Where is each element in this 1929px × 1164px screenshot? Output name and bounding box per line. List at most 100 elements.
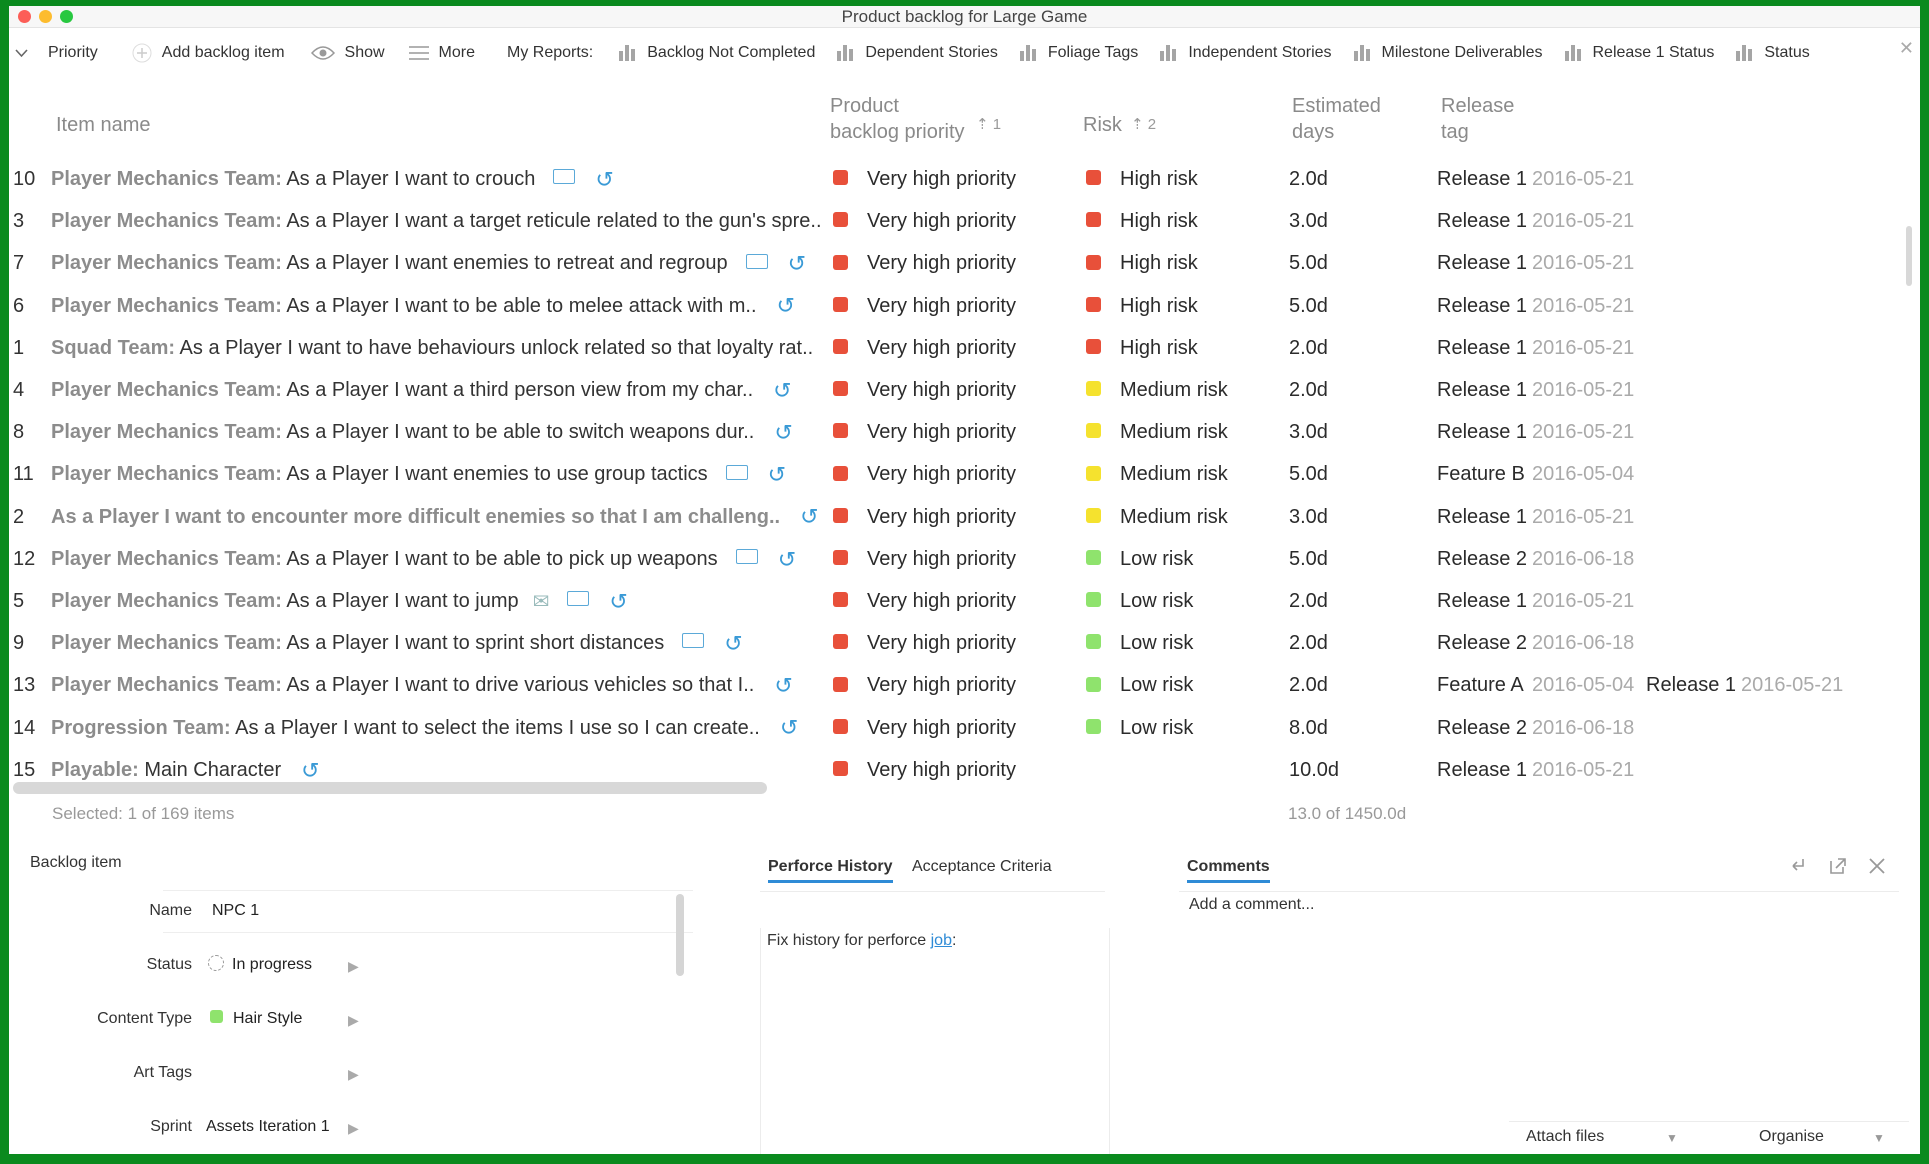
table-row[interactable]: 11 Player Mechanics Team: As a Player I w… xyxy=(9,453,1920,495)
status-arrow-icon[interactable]: ▶ xyxy=(348,958,359,974)
comment-icon[interactable] xyxy=(735,549,758,565)
comment-icon[interactable] xyxy=(745,253,768,269)
row-number: 13 xyxy=(13,674,36,697)
eye-icon xyxy=(310,45,335,61)
link-icon[interactable]: ↺ xyxy=(779,715,799,741)
item-name[interactable]: Player Mechanics Team: As a Player I wan… xyxy=(51,664,821,707)
column-priority-line2[interactable]: backlog priority xyxy=(830,121,965,143)
table-row[interactable]: 7 Player Mechanics Team: As a Player I wa… xyxy=(9,242,1920,284)
link-icon[interactable]: ↺ xyxy=(787,251,807,277)
minimize-window-button[interactable] xyxy=(39,10,52,23)
table-row[interactable]: 8 Player Mechanics Team: As a Player I wa… xyxy=(9,411,1920,453)
report-button[interactable]: Release 1 Status xyxy=(1564,44,1714,62)
column-release-line2[interactable]: tag xyxy=(1441,121,1469,143)
priority-button[interactable]: Priority xyxy=(15,44,98,62)
item-name[interactable]: As a Player I want to encounter more dif… xyxy=(51,496,821,539)
link-icon[interactable]: ↺ xyxy=(777,546,797,572)
popout-icon[interactable] xyxy=(1828,856,1848,882)
item-name[interactable]: Player Mechanics Team: As a Player I wan… xyxy=(51,411,821,454)
comment-icon[interactable] xyxy=(553,169,576,185)
dock-icon[interactable] xyxy=(1789,856,1809,882)
column-estimated-line2[interactable]: days xyxy=(1292,121,1335,143)
table-row[interactable]: 3 Player Mechanics Team: As a Player I wa… xyxy=(9,200,1920,242)
table-row[interactable]: 9 Player Mechanics Team: As a Player I wa… xyxy=(9,622,1920,664)
report-button[interactable]: Foliage Tags xyxy=(1019,44,1138,62)
grid-vertical-scrollbar[interactable] xyxy=(1906,226,1912,286)
link-icon[interactable]: ↺ xyxy=(773,377,792,403)
item-name[interactable]: Player Mechanics Team: As a Player I wan… xyxy=(51,453,821,496)
link-icon[interactable]: ↺ xyxy=(774,419,793,445)
item-name[interactable]: Progression Team: As a Player I want to … xyxy=(51,707,821,750)
attach-files-dropdown[interactable]: Attach files ▼ xyxy=(1526,1128,1678,1146)
table-row[interactable]: 12 Player Mechanics Team: As a Player I w… xyxy=(9,538,1920,580)
close-pane-icon[interactable] xyxy=(1867,856,1887,882)
table-row[interactable]: 13 Player Mechanics Team: As a Player I w… xyxy=(9,664,1920,706)
table-row[interactable]: 2 As a Player I want to encounter more di… xyxy=(9,496,1920,538)
item-name[interactable]: Player Mechanics Team: As a Player I wan… xyxy=(51,369,821,412)
table-row[interactable]: 5 Player Mechanics Team: As a Player I wa… xyxy=(9,580,1920,622)
show-button[interactable]: Show xyxy=(310,44,385,62)
art-tags-arrow-icon[interactable]: ▶ xyxy=(348,1066,359,1082)
report-button[interactable]: Backlog Not Completed xyxy=(619,44,815,62)
comment-icon[interactable] xyxy=(682,633,705,649)
table-row[interactable]: 10 Player Mechanics Team: As a Player I w… xyxy=(9,158,1920,200)
item-name[interactable]: Player Mechanics Team: As a Player I wan… xyxy=(51,285,821,328)
comment-input[interactable]: Add a comment... xyxy=(1189,896,1315,913)
sprint-arrow-icon[interactable]: ▶ xyxy=(348,1120,359,1136)
tab-acceptance-criteria[interactable]: Acceptance Criteria xyxy=(912,858,1052,875)
link-icon[interactable]: ↺ xyxy=(724,630,743,656)
link-icon[interactable]: ↺ xyxy=(609,588,628,614)
link-icon[interactable]: ↺ xyxy=(774,673,793,699)
item-name[interactable]: Player Mechanics Team: As a Player I wan… xyxy=(51,622,821,665)
detail-scrollbar[interactable] xyxy=(676,894,684,976)
job-link[interactable]: job xyxy=(930,932,952,949)
item-name[interactable]: Player Mechanics Team: As a Player I wan… xyxy=(51,158,821,201)
mail-icon[interactable]: ✉ xyxy=(532,590,550,613)
item-name[interactable]: Player Mechanics Team: As a Player I wan… xyxy=(51,200,821,242)
item-name[interactable]: Playable: Main Character ↺ xyxy=(51,749,821,792)
risk-color-icon xyxy=(1086,622,1101,664)
table-row[interactable]: 6 Player Mechanics Team: As a Player I wa… xyxy=(9,285,1920,327)
sprint-field[interactable]: Assets Iteration 1 xyxy=(206,1118,330,1135)
comment-icon[interactable] xyxy=(725,464,748,480)
add-backlog-item-button[interactable]: Add backlog item xyxy=(132,43,285,63)
table-row[interactable]: 1 Squad Team: As a Player I want to have … xyxy=(9,327,1920,369)
tab-perforce-history[interactable]: Perforce History xyxy=(768,858,893,883)
table-row[interactable]: 14 Progression Team: As a Player I want t… xyxy=(9,707,1920,749)
release-tag: Release 1 xyxy=(1437,758,1528,781)
link-icon[interactable]: ↺ xyxy=(767,462,787,488)
column-priority-line1[interactable]: Product xyxy=(830,95,899,117)
link-icon[interactable]: ↺ xyxy=(301,757,320,783)
status-field[interactable]: In progress xyxy=(208,954,312,974)
report-button[interactable]: Status xyxy=(1736,44,1810,62)
table-row[interactable]: 4 Player Mechanics Team: As a Player I wa… xyxy=(9,369,1920,411)
column-item-name[interactable]: Item name xyxy=(56,114,151,136)
zoom-window-button[interactable] xyxy=(60,10,73,23)
content-type-field[interactable]: Hair Style xyxy=(210,1010,302,1028)
column-risk[interactable]: Risk xyxy=(1083,114,1122,136)
item-name[interactable]: Player Mechanics Team: As a Player I wan… xyxy=(51,580,821,623)
organise-dropdown[interactable]: Organise ▼ xyxy=(1759,1128,1885,1146)
table-row[interactable]: 15 Playable: Main Character ↺ Very high pri… xyxy=(9,749,1920,791)
more-button[interactable]: More xyxy=(408,44,475,62)
column-estimated-line1[interactable]: Estimated xyxy=(1292,95,1381,117)
grid-horizontal-scrollbar[interactable] xyxy=(13,782,767,794)
link-icon[interactable]: ↺ xyxy=(776,293,795,319)
comment-icon[interactable] xyxy=(567,591,590,607)
link-icon[interactable]: ↺ xyxy=(595,166,614,192)
report-button[interactable]: Independent Stories xyxy=(1160,44,1332,62)
item-name[interactable]: Player Mechanics Team: As a Player I wan… xyxy=(51,538,821,581)
link-icon[interactable]: ↺ xyxy=(800,504,819,530)
tab-comments[interactable]: Comments xyxy=(1187,858,1270,883)
item-team: Player Mechanics Team: xyxy=(51,463,282,486)
report-button[interactable]: Dependent Stories xyxy=(837,44,998,62)
column-release-line1[interactable]: Release xyxy=(1441,95,1515,117)
content-type-arrow-icon[interactable]: ▶ xyxy=(348,1012,359,1028)
report-button[interactable]: Milestone Deliverables xyxy=(1353,44,1543,62)
close-icon[interactable]: ✕ xyxy=(1898,38,1914,58)
item-name[interactable]: Squad Team: As a Player I want to have b… xyxy=(51,327,821,369)
close-window-button[interactable] xyxy=(18,10,31,23)
risk-value: Medium risk xyxy=(1120,379,1228,401)
name-field[interactable]: NPC 1 xyxy=(212,902,260,919)
item-name[interactable]: Player Mechanics Team: As a Player I wan… xyxy=(51,242,821,285)
